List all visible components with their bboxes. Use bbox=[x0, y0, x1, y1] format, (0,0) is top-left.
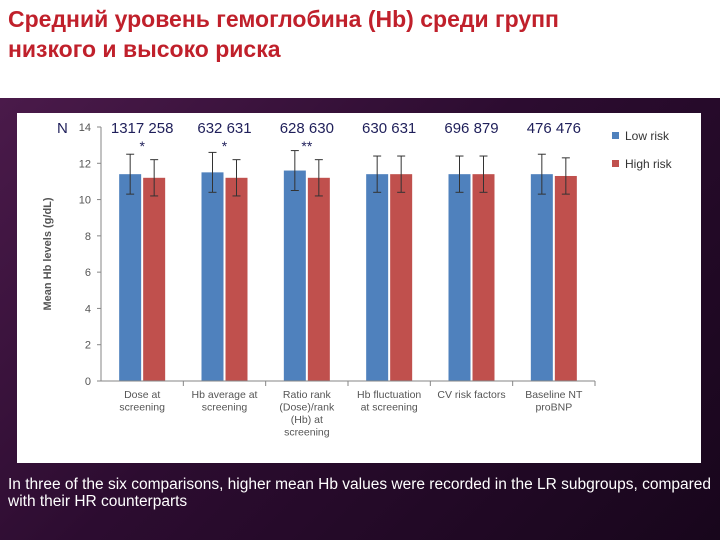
n-value-label: 630 631 bbox=[362, 120, 416, 137]
bar-low-risk bbox=[448, 174, 471, 381]
y-tick-label: 6 bbox=[85, 267, 91, 279]
slide-title: Средний уровень гемоглобина (Hb) среди г… bbox=[8, 4, 708, 64]
legend-swatch-low-risk bbox=[612, 132, 619, 139]
legend-label-low-risk: Low risk bbox=[625, 129, 670, 143]
bar-low-risk bbox=[366, 174, 389, 381]
chart-area: 0 2 4 6 8 10 12 14 Mean Hb levels (g/dL) N Dose at… bbox=[17, 113, 701, 463]
n-value-label: 628 630 bbox=[280, 120, 334, 137]
title-line-1: Средний уровень гемоглобина (Hb) среди г… bbox=[8, 6, 559, 32]
x-category-label: CV risk factors bbox=[437, 389, 505, 401]
x-category-label: (Hb) at bbox=[291, 414, 323, 426]
x-category-label: Hb fluctuation bbox=[357, 389, 421, 401]
y-tick-label: 0 bbox=[85, 376, 91, 388]
x-category-label: screening bbox=[202, 402, 248, 414]
y-tick-label: 4 bbox=[85, 303, 91, 315]
x-category-label: screening bbox=[119, 402, 165, 414]
bar-low-risk bbox=[283, 170, 306, 381]
y-tick-label: 14 bbox=[79, 122, 91, 134]
bar-high-risk bbox=[307, 177, 330, 381]
bar-chart: 0 2 4 6 8 10 12 14 Mean Hb levels (g/dL) N Dose at… bbox=[42, 120, 673, 439]
n-value-label: 1317 258 bbox=[111, 120, 174, 137]
title-line-2: низкого и высоко риска bbox=[8, 36, 281, 62]
y-tick-label: 2 bbox=[85, 340, 91, 352]
bar-high-risk bbox=[390, 174, 413, 381]
n-value-label: 696 879 bbox=[444, 120, 498, 137]
bar-high-risk bbox=[143, 177, 166, 381]
x-category-label: proBNP bbox=[535, 402, 572, 414]
n-label: N bbox=[57, 120, 68, 137]
n-value-label: 632 631 bbox=[197, 120, 251, 137]
x-category-label: Ratio rank bbox=[283, 389, 332, 401]
x-category-label: screening bbox=[284, 427, 330, 439]
bar-low-risk bbox=[530, 174, 553, 381]
y-tick-label: 12 bbox=[79, 158, 91, 170]
y-tick-label: 10 bbox=[79, 195, 91, 207]
legend-swatch-high-risk bbox=[612, 160, 619, 167]
y-axis-label: Mean Hb levels (g/dL) bbox=[42, 197, 54, 310]
bar-high-risk bbox=[554, 175, 577, 381]
x-category-label: Baseline NT bbox=[525, 389, 583, 401]
y-tick-label: 8 bbox=[85, 231, 91, 243]
bar-high-risk bbox=[225, 177, 248, 381]
significance-marker: * bbox=[222, 138, 228, 154]
bar-low-risk bbox=[119, 174, 142, 381]
bar-low-risk bbox=[201, 172, 224, 381]
n-value-label: 476 476 bbox=[527, 120, 581, 137]
x-category-label: at screening bbox=[361, 402, 418, 414]
legend-label-high-risk: High risk bbox=[625, 157, 673, 171]
x-category-label: Hb average at bbox=[192, 389, 258, 401]
bar-high-risk bbox=[472, 174, 495, 381]
significance-marker: * bbox=[139, 138, 145, 154]
x-category-label: Dose at bbox=[124, 389, 160, 401]
slide-caption: In three of the six comparisons, higher … bbox=[8, 476, 712, 510]
x-category-label: (Dose)/rank bbox=[279, 402, 335, 414]
significance-marker: ** bbox=[301, 138, 312, 154]
